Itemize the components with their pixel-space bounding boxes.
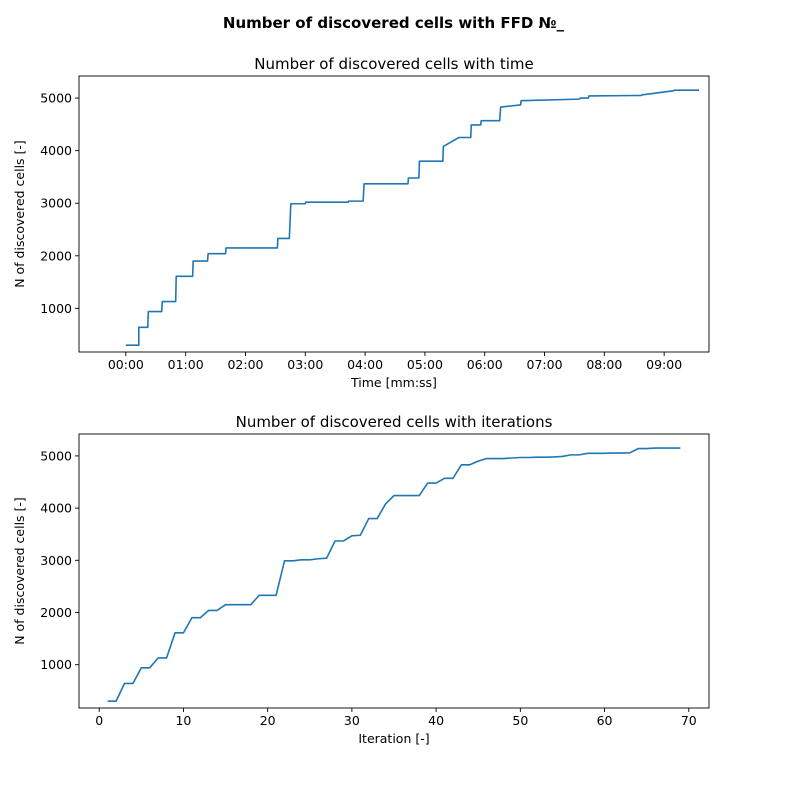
x-tick-label: 06:00 bbox=[467, 357, 503, 372]
y-tick-label: 5000 bbox=[40, 91, 72, 106]
bottom-subplot: 0 10 20 30 40 50 60 70 1000 2000 3000 4000 5000 Numbe… bbox=[12, 413, 710, 746]
y-tick-label: 3000 bbox=[40, 196, 72, 211]
subplot-title: Number of discovered cells with iteratio… bbox=[236, 413, 553, 431]
top-subplot: 00:00 01:00 02:00 03:00 04:00 05:00 06:00 07:00… bbox=[12, 55, 710, 390]
axes-frame bbox=[78, 433, 710, 709]
y-tick-label: 3000 bbox=[40, 553, 72, 568]
y-axis-label: N of discovered cells [-] bbox=[12, 497, 27, 645]
x-tick-label: 09:00 bbox=[646, 357, 682, 372]
y-tick-label: 1000 bbox=[40, 301, 72, 316]
x-tick-label: 60 bbox=[597, 713, 613, 728]
x-tick-label: 08:00 bbox=[586, 357, 622, 372]
x-tick-label: 20 bbox=[260, 713, 276, 728]
x-tick-label: 0 bbox=[95, 713, 103, 728]
x-tick-label: 00:00 bbox=[108, 357, 144, 372]
y-tick-label: 2000 bbox=[40, 248, 72, 263]
y-tick-label: 2000 bbox=[40, 605, 72, 620]
y-axis-label: N of discovered cells [-] bbox=[12, 140, 27, 288]
x-tick-label: 40 bbox=[428, 713, 444, 728]
y-tick-label: 5000 bbox=[40, 448, 72, 463]
x-axis-label: Time [mm:ss] bbox=[350, 375, 437, 390]
subplot-title: Number of discovered cells with time bbox=[254, 55, 534, 73]
x-tick-label: 07:00 bbox=[527, 357, 563, 372]
x-tick-label: 01:00 bbox=[168, 357, 204, 372]
axes-frame bbox=[78, 75, 710, 353]
x-tick-label: 05:00 bbox=[407, 357, 443, 372]
x-tick-label: 70 bbox=[681, 713, 697, 728]
y-tick-label: 1000 bbox=[40, 657, 72, 672]
x-tick-label: 03:00 bbox=[287, 357, 323, 372]
figure-suptitle: Number of discovered cells with FFD №_ bbox=[223, 14, 565, 32]
y-tick-label: 4000 bbox=[40, 143, 72, 158]
y-tick-label: 4000 bbox=[40, 501, 72, 516]
series-line bbox=[125, 89, 700, 346]
x-tick-label: 02:00 bbox=[227, 357, 263, 372]
x-tick-label: 30 bbox=[344, 713, 360, 728]
x-tick-label: 10 bbox=[175, 713, 191, 728]
x-tick-label: 04:00 bbox=[347, 357, 383, 372]
series-line bbox=[107, 447, 681, 703]
x-tick-label: 50 bbox=[512, 713, 528, 728]
x-axis-label: Iteration [-] bbox=[358, 731, 429, 746]
